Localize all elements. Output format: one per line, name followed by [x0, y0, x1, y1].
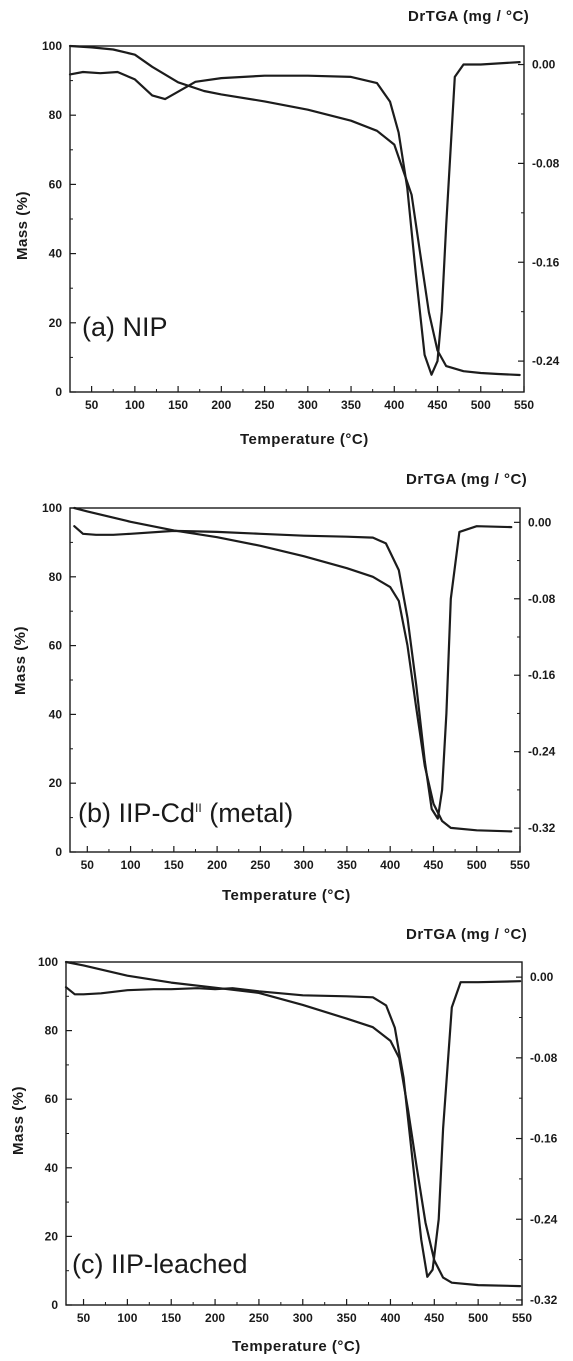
x-tick-label: 400	[384, 398, 404, 412]
x-tick-label: 250	[249, 1311, 269, 1325]
x-tick-label: 550	[514, 398, 534, 412]
y-tick-label: 80	[45, 1024, 59, 1038]
x-axis-title: Temperature (°C)	[222, 887, 351, 904]
y-tick-label: 20	[49, 316, 63, 330]
x-tick-label: 400	[380, 858, 400, 872]
y-tick-label: 20	[45, 1229, 59, 1243]
y-tick-label: 0	[55, 845, 62, 859]
chart-svg: 50 100 150 200 250 300 350 400 450 500 550 0 20 40 60 8…	[42, 501, 556, 872]
x-tick-label: 100	[125, 398, 145, 412]
y-tick-label: 40	[45, 1161, 59, 1175]
dtga-curve	[64, 980, 522, 1278]
dtga-curve	[73, 525, 513, 820]
y-tick-label: 40	[49, 247, 63, 261]
x-tick-label: 400	[380, 1311, 400, 1325]
y2-tick-label: -0.32	[530, 1293, 558, 1307]
y2-tick-label: -0.08	[532, 156, 560, 170]
x-tick-label: 200	[211, 398, 231, 412]
y-tick-label: 80	[49, 108, 63, 122]
x-tick-label: 450	[423, 858, 443, 872]
y-axis-title: Mass (%)	[12, 625, 29, 695]
x-tick-label: 100	[121, 858, 141, 872]
y-tick-label: 80	[49, 570, 63, 584]
y2-tick-label: -0.16	[530, 1132, 558, 1146]
x-tick-label: 50	[77, 1311, 91, 1325]
y-tick-label: 20	[49, 776, 63, 790]
y2-tick-label: -0.16	[528, 668, 556, 682]
x-tick-label: 350	[341, 398, 361, 412]
y-tick-label: 0	[55, 385, 62, 399]
y2-tick-label: -0.24	[528, 745, 556, 759]
x-tick-label: 450	[428, 398, 448, 412]
x-tick-label: 250	[250, 858, 270, 872]
panel-label-tail: (metal)	[201, 798, 294, 828]
y2-axis-title: DrTGA (mg / °C)	[408, 8, 530, 25]
y-axis-title: Mass (%)	[10, 1085, 27, 1155]
x-tick-label: 550	[510, 858, 530, 872]
y2-axis-title: DrTGA (mg / °C)	[406, 926, 528, 943]
y2-tick-label: -0.08	[528, 592, 556, 606]
y-axis-title: Mass (%)	[14, 190, 31, 260]
chart-panel-a: DrTGA (mg / °C) 50 100 150 200 250 300 350 400 4…	[0, 0, 573, 455]
y-tick-label: 100	[42, 501, 62, 515]
x-tick-label: 150	[168, 398, 188, 412]
chart-svg: 50 100 150 200 250 300 350 400 450 500 550 0 20 40 60 8…	[42, 39, 560, 412]
panel-label: (c) IIP-leached	[72, 1249, 248, 1279]
y2-axis-title: DrTGA (mg / °C)	[406, 471, 528, 488]
y2-tick-label: -0.16	[532, 255, 560, 269]
x-tick-label: 250	[255, 398, 275, 412]
x-tick-label: 350	[337, 1311, 357, 1325]
x-axis-title: Temperature (°C)	[240, 431, 369, 448]
y-tick-label: 60	[45, 1092, 59, 1106]
y-tick-label: 60	[49, 177, 63, 191]
y2-tick-label: 0.00	[528, 515, 552, 529]
y-tick-label: 100	[38, 955, 58, 969]
x-tick-label: 500	[467, 858, 487, 872]
y2-tick-label: -0.32	[528, 821, 556, 835]
tga-mass-curve	[73, 506, 513, 833]
y-tick-label: 40	[49, 707, 63, 721]
tga-mass-curve	[64, 960, 522, 1288]
x-tick-label: 100	[117, 1311, 137, 1325]
panel-label: (b) IIP-CdII (metal)	[78, 798, 293, 829]
y-tick-label: 60	[49, 639, 63, 653]
panel-label-sup: II	[195, 801, 202, 815]
y-tick-label: 0	[51, 1298, 58, 1312]
x-tick-label: 350	[337, 858, 357, 872]
chart-panel-c: DrTGA (mg / °C) 50 100 150 200 250 300 350 400 4…	[0, 905, 573, 1361]
panel-label: (a) NIP	[82, 312, 168, 342]
y2-tick-label: 0.00	[530, 970, 554, 984]
x-tick-label: 550	[512, 1311, 532, 1325]
y2-tick-label: -0.24	[532, 354, 560, 368]
dtga-curve	[68, 60, 521, 376]
y2-tick-label: -0.08	[530, 1051, 558, 1065]
x-tick-label: 200	[205, 1311, 225, 1325]
x-tick-label: 300	[298, 398, 318, 412]
x-tick-label: 450	[424, 1311, 444, 1325]
chart-panel-b: DrTGA (mg / °C) 50 100 150 200 250 300 350 400 4…	[0, 455, 573, 905]
chart-svg: 50 100 150 200 250 300 350 400 450 500 550 0 20 40 60 8…	[38, 955, 558, 1325]
panel-label-main: (b) IIP-Cd	[78, 798, 196, 828]
x-tick-label: 150	[164, 858, 184, 872]
x-tick-label: 50	[85, 398, 99, 412]
y2-tick-label: -0.24	[530, 1212, 558, 1226]
x-tick-label: 50	[81, 858, 95, 872]
x-tick-label: 200	[207, 858, 227, 872]
x-tick-label: 500	[471, 398, 491, 412]
tga-mass-curve	[68, 44, 521, 377]
x-tick-label: 300	[293, 1311, 313, 1325]
y2-tick-label: 0.00	[532, 58, 556, 72]
x-tick-label: 300	[294, 858, 314, 872]
x-axis-title: Temperature (°C)	[232, 1338, 361, 1355]
x-tick-label: 500	[468, 1311, 488, 1325]
x-tick-label: 150	[161, 1311, 181, 1325]
y-tick-label: 100	[42, 39, 62, 53]
